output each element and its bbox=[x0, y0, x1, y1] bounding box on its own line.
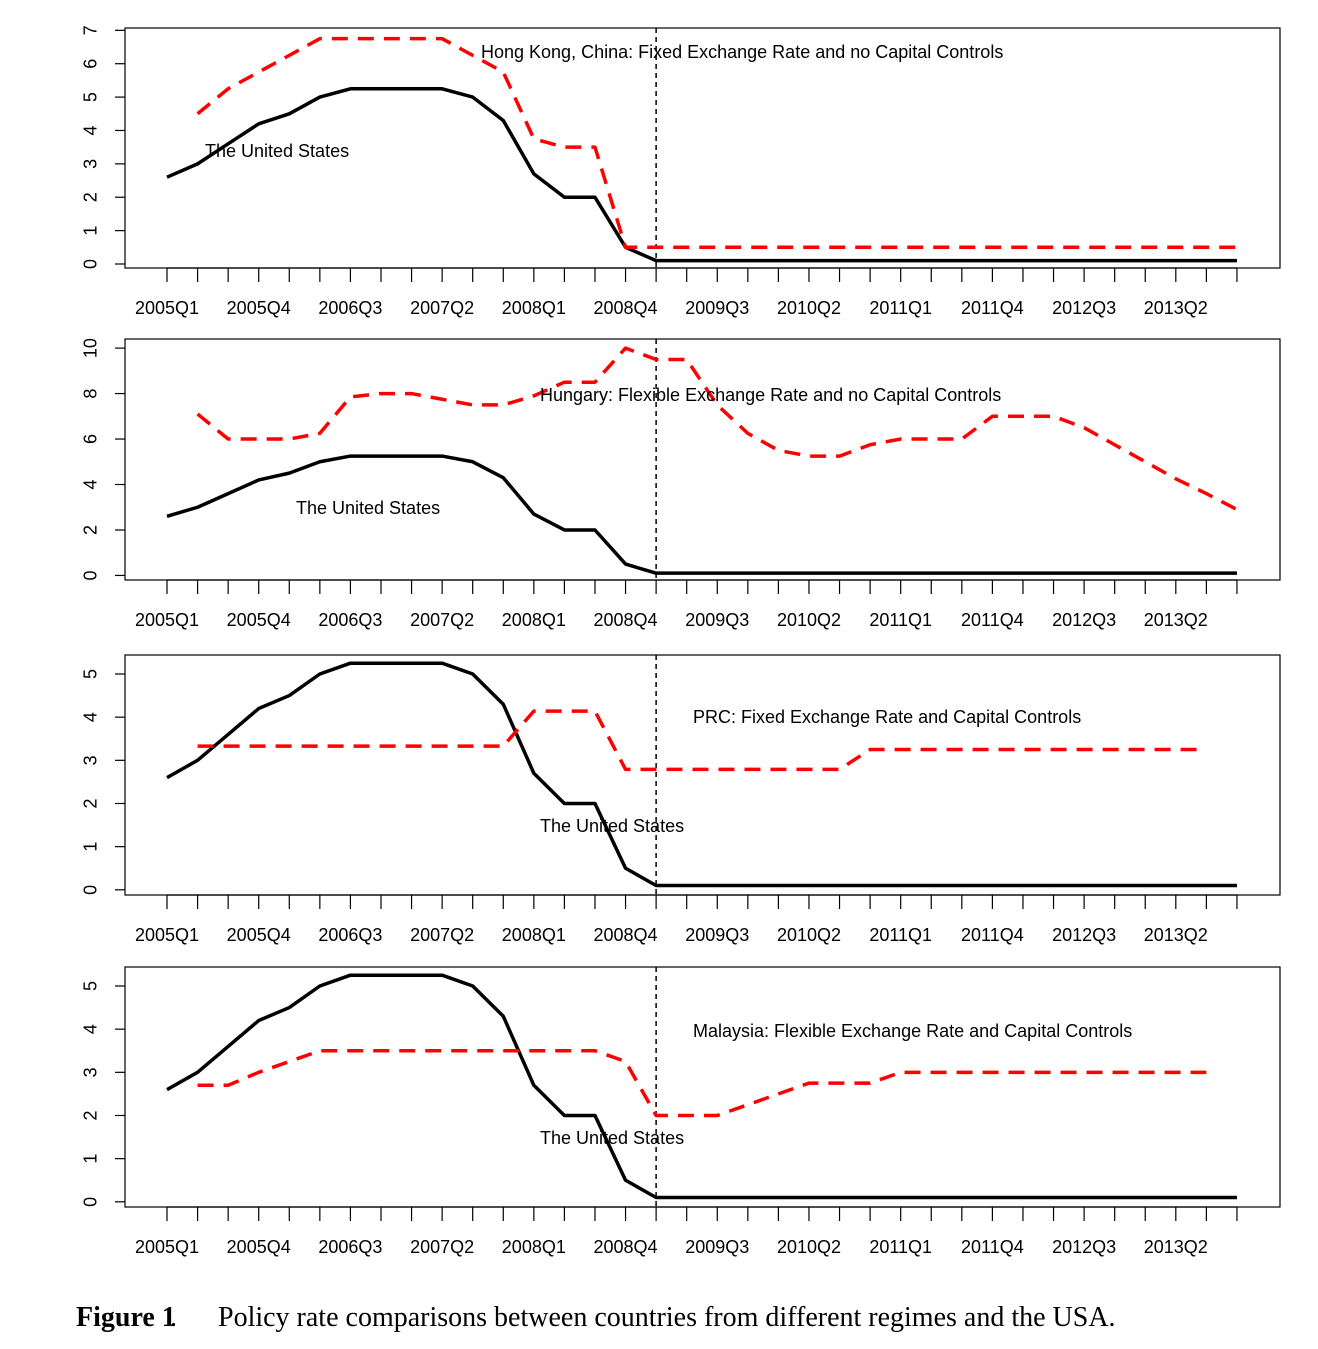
y-tick-label: 3 bbox=[81, 1067, 101, 1077]
annotation: Hungary: Flexible Exchange Rate and no C… bbox=[540, 385, 1001, 405]
caption-text: Policy rate comparisons between countrie… bbox=[218, 1302, 1116, 1333]
y-tick-label: 6 bbox=[81, 434, 101, 444]
y-tick-label: 2 bbox=[81, 525, 101, 535]
series-label: The United States bbox=[296, 498, 440, 518]
y-tick-label: 0 bbox=[81, 885, 101, 895]
x-tick-label: 2006Q3 bbox=[318, 925, 382, 945]
x-tick-label: 2011Q4 bbox=[961, 925, 1024, 945]
x-tick-label: 2010Q2 bbox=[777, 610, 841, 630]
x-tick-label: 2006Q3 bbox=[318, 1237, 382, 1257]
x-tick-label: 2005Q1 bbox=[135, 1237, 199, 1257]
series-line bbox=[166, 973, 1237, 1200]
x-tick-label: 2008Q1 bbox=[502, 298, 566, 318]
y-tick-label: 1 bbox=[81, 226, 101, 236]
y-tick-label: 1 bbox=[81, 842, 101, 852]
caption-label: Figure 1 bbox=[76, 1302, 176, 1333]
caption-dot: . bbox=[170, 1302, 177, 1333]
x-tick-label: 2011Q1 bbox=[869, 298, 932, 318]
x-tick-label: 2012Q3 bbox=[1052, 1237, 1116, 1257]
y-tick-label: 6 bbox=[81, 59, 101, 69]
y-tick-label: 4 bbox=[81, 1024, 101, 1034]
series-label: The United States bbox=[205, 141, 349, 161]
x-tick-label: 2007Q2 bbox=[410, 298, 474, 318]
x-tick-label: 2011Q4 bbox=[961, 610, 1024, 630]
y-tick-label: 7 bbox=[81, 25, 101, 35]
y-tick-label: 10 bbox=[81, 338, 101, 358]
x-tick-label: 2010Q2 bbox=[777, 925, 841, 945]
annotation: Malaysia: Flexible Exchange Rate and Cap… bbox=[693, 1021, 1132, 1041]
x-tick-label: 2009Q3 bbox=[685, 1237, 749, 1257]
x-tick-label: 2005Q4 bbox=[227, 1237, 291, 1257]
x-tick-label: 2005Q1 bbox=[135, 298, 199, 318]
x-tick-label: 2010Q2 bbox=[777, 1237, 841, 1257]
x-tick-label: 2009Q3 bbox=[685, 298, 749, 318]
series-line bbox=[197, 709, 1207, 772]
x-tick-label: 2012Q3 bbox=[1052, 298, 1116, 318]
x-tick-label: 2007Q2 bbox=[410, 925, 474, 945]
x-tick-label: 2013Q2 bbox=[1144, 1237, 1208, 1257]
annotation: PRC: Fixed Exchange Rate and Capital Con… bbox=[693, 707, 1081, 727]
x-tick-label: 2005Q4 bbox=[227, 925, 291, 945]
x-tick-label: 2008Q4 bbox=[594, 610, 658, 630]
y-tick-label: 2 bbox=[81, 1110, 101, 1120]
x-tick-label: 2005Q1 bbox=[135, 925, 199, 945]
y-tick-label: 2 bbox=[81, 798, 101, 808]
series-line bbox=[166, 87, 1237, 263]
x-tick-label: 2010Q2 bbox=[777, 298, 841, 318]
x-tick-label: 2005Q4 bbox=[227, 610, 291, 630]
annotation: Hong Kong, China: Fixed Exchange Rate an… bbox=[481, 42, 1003, 62]
y-tick-label: 0 bbox=[81, 259, 101, 269]
x-tick-label: 2008Q4 bbox=[594, 1237, 658, 1257]
x-tick-label: 2007Q2 bbox=[410, 610, 474, 630]
y-tick-label: 0 bbox=[81, 570, 101, 580]
x-tick-label: 2012Q3 bbox=[1052, 610, 1116, 630]
x-tick-label: 2012Q3 bbox=[1052, 925, 1116, 945]
y-tick-label: 3 bbox=[81, 159, 101, 169]
series-line bbox=[166, 454, 1237, 575]
series-line bbox=[196, 346, 1238, 512]
series-line bbox=[197, 1048, 1207, 1118]
x-tick-label: 2011Q4 bbox=[961, 1237, 1024, 1257]
series-label: The United States bbox=[540, 1128, 684, 1148]
x-tick-label: 2011Q1 bbox=[869, 610, 932, 630]
y-tick-label: 4 bbox=[81, 712, 101, 722]
x-tick-label: 2008Q1 bbox=[502, 925, 566, 945]
plot-frame bbox=[124, 338, 1281, 581]
y-tick-label: 5 bbox=[81, 669, 101, 679]
y-tick-label: 2 bbox=[81, 192, 101, 202]
x-tick-label: 2013Q2 bbox=[1144, 610, 1208, 630]
x-tick-label: 2013Q2 bbox=[1144, 925, 1208, 945]
y-tick-label: 4 bbox=[81, 125, 101, 135]
x-tick-label: 2008Q4 bbox=[594, 298, 658, 318]
x-tick-label: 2011Q4 bbox=[961, 298, 1024, 318]
x-tick-label: 2008Q1 bbox=[502, 1237, 566, 1257]
x-tick-label: 2011Q1 bbox=[869, 1237, 932, 1257]
series-label: The United States bbox=[540, 816, 684, 836]
y-tick-label: 5 bbox=[81, 92, 101, 102]
y-tick-label: 3 bbox=[81, 755, 101, 765]
x-tick-label: 2008Q1 bbox=[502, 610, 566, 630]
series-line bbox=[166, 661, 1237, 888]
x-tick-label: 2005Q1 bbox=[135, 610, 199, 630]
x-tick-label: 2008Q4 bbox=[594, 925, 658, 945]
x-tick-label: 2005Q4 bbox=[227, 298, 291, 318]
x-tick-label: 2007Q2 bbox=[410, 1237, 474, 1257]
x-tick-label: 2006Q3 bbox=[318, 610, 382, 630]
y-tick-label: 5 bbox=[81, 981, 101, 991]
y-tick-label: 1 bbox=[81, 1154, 101, 1164]
y-tick-label: 4 bbox=[81, 480, 101, 490]
y-tick-label: 8 bbox=[81, 389, 101, 399]
y-tick-label: 0 bbox=[81, 1197, 101, 1207]
x-tick-label: 2013Q2 bbox=[1144, 298, 1208, 318]
x-tick-label: 2009Q3 bbox=[685, 610, 749, 630]
x-tick-label: 2009Q3 bbox=[685, 925, 749, 945]
series-line bbox=[196, 36, 1237, 250]
x-tick-label: 2006Q3 bbox=[318, 298, 382, 318]
x-tick-label: 2011Q1 bbox=[869, 925, 932, 945]
